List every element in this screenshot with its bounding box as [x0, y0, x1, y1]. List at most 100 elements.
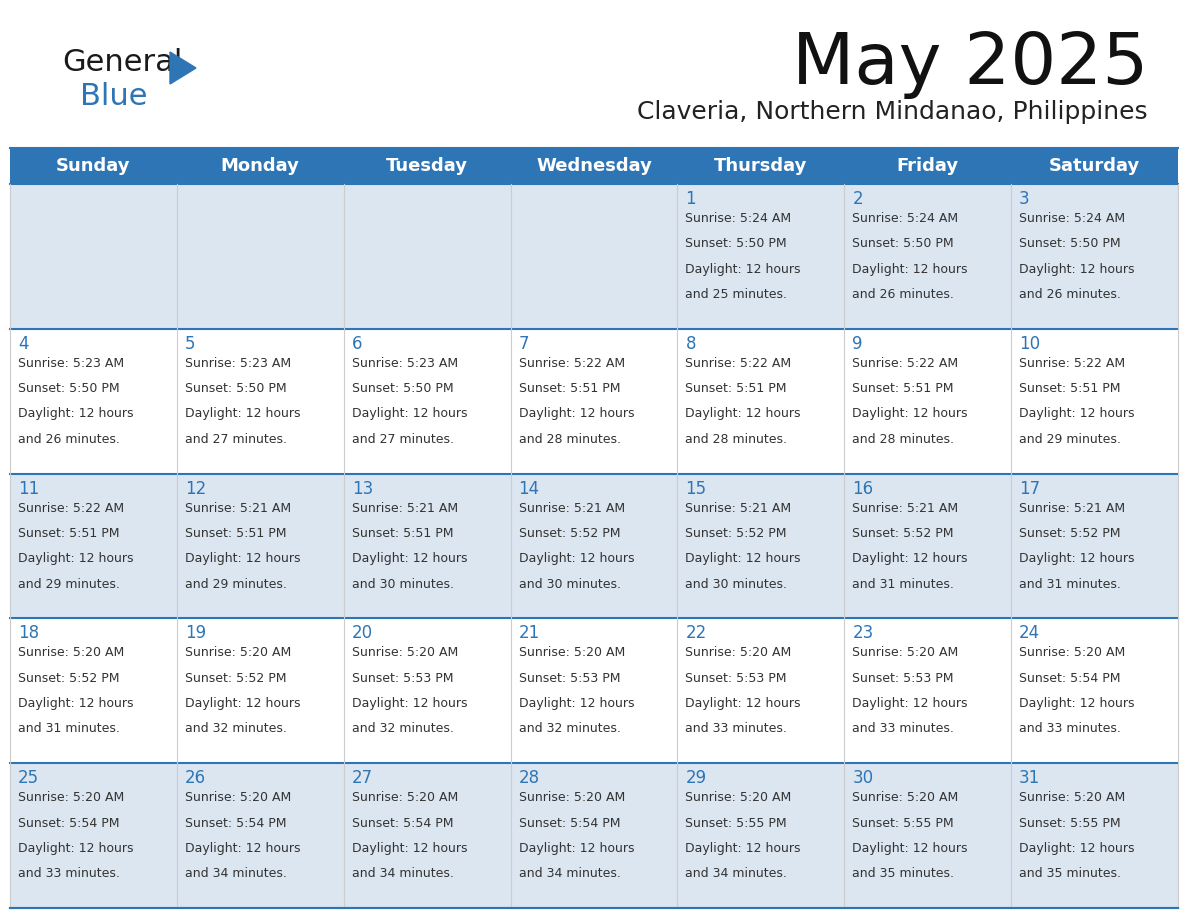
- Bar: [10, 763, 1178, 908]
- Text: Sunrise: 5:20 AM: Sunrise: 5:20 AM: [852, 791, 959, 804]
- Bar: [10, 619, 1178, 763]
- Text: May 2025: May 2025: [791, 30, 1148, 99]
- Text: Sunset: 5:54 PM: Sunset: 5:54 PM: [519, 816, 620, 830]
- Text: and 25 minutes.: and 25 minutes.: [685, 288, 788, 301]
- Text: Sunset: 5:52 PM: Sunset: 5:52 PM: [519, 527, 620, 540]
- Text: and 30 minutes.: and 30 minutes.: [685, 577, 788, 590]
- Text: Sunset: 5:52 PM: Sunset: 5:52 PM: [685, 527, 786, 540]
- Text: Sunrise: 5:20 AM: Sunrise: 5:20 AM: [852, 646, 959, 659]
- Text: and 27 minutes.: and 27 minutes.: [352, 432, 454, 446]
- Text: Sunset: 5:50 PM: Sunset: 5:50 PM: [18, 382, 120, 395]
- Text: Claveria, Northern Mindanao, Philippines: Claveria, Northern Mindanao, Philippines: [638, 100, 1148, 124]
- Text: and 34 minutes.: and 34 minutes.: [352, 868, 454, 880]
- Text: Wednesday: Wednesday: [536, 157, 652, 175]
- Text: Sunrise: 5:20 AM: Sunrise: 5:20 AM: [185, 791, 291, 804]
- Text: 8: 8: [685, 335, 696, 353]
- Text: Sunrise: 5:21 AM: Sunrise: 5:21 AM: [519, 501, 625, 515]
- Text: Sunset: 5:50 PM: Sunset: 5:50 PM: [1019, 238, 1120, 251]
- Text: Sunset: 5:51 PM: Sunset: 5:51 PM: [185, 527, 286, 540]
- Text: Daylight: 12 hours: Daylight: 12 hours: [852, 842, 968, 855]
- Text: Daylight: 12 hours: Daylight: 12 hours: [519, 553, 634, 565]
- Text: 24: 24: [1019, 624, 1041, 643]
- Text: Sunset: 5:51 PM: Sunset: 5:51 PM: [852, 382, 954, 395]
- Text: and 28 minutes.: and 28 minutes.: [519, 432, 620, 446]
- Text: Sunrise: 5:20 AM: Sunrise: 5:20 AM: [18, 646, 125, 659]
- Text: and 29 minutes.: and 29 minutes.: [1019, 432, 1121, 446]
- Text: and 27 minutes.: and 27 minutes.: [185, 432, 286, 446]
- Text: 4: 4: [18, 335, 29, 353]
- Text: and 31 minutes.: and 31 minutes.: [1019, 577, 1121, 590]
- Text: Daylight: 12 hours: Daylight: 12 hours: [852, 697, 968, 711]
- Text: Sunset: 5:52 PM: Sunset: 5:52 PM: [185, 672, 286, 685]
- Text: and 29 minutes.: and 29 minutes.: [185, 577, 286, 590]
- Text: 6: 6: [352, 335, 362, 353]
- Text: Sunrise: 5:20 AM: Sunrise: 5:20 AM: [519, 791, 625, 804]
- Text: Sunset: 5:54 PM: Sunset: 5:54 PM: [185, 816, 286, 830]
- Text: Sunrise: 5:21 AM: Sunrise: 5:21 AM: [852, 501, 959, 515]
- Text: 7: 7: [519, 335, 529, 353]
- Text: 13: 13: [352, 479, 373, 498]
- Text: Friday: Friday: [897, 157, 959, 175]
- Text: and 26 minutes.: and 26 minutes.: [18, 432, 120, 446]
- Text: 19: 19: [185, 624, 206, 643]
- Text: Sunset: 5:55 PM: Sunset: 5:55 PM: [852, 816, 954, 830]
- Text: Sunset: 5:51 PM: Sunset: 5:51 PM: [18, 527, 120, 540]
- Text: and 31 minutes.: and 31 minutes.: [852, 577, 954, 590]
- Text: Sunrise: 5:22 AM: Sunrise: 5:22 AM: [18, 501, 124, 515]
- Text: Sunrise: 5:21 AM: Sunrise: 5:21 AM: [685, 501, 791, 515]
- Text: Sunrise: 5:23 AM: Sunrise: 5:23 AM: [185, 357, 291, 370]
- Text: Sunrise: 5:21 AM: Sunrise: 5:21 AM: [185, 501, 291, 515]
- Text: Sunset: 5:51 PM: Sunset: 5:51 PM: [685, 382, 786, 395]
- Text: Sunrise: 5:20 AM: Sunrise: 5:20 AM: [685, 646, 791, 659]
- Text: Daylight: 12 hours: Daylight: 12 hours: [352, 842, 467, 855]
- Text: Daylight: 12 hours: Daylight: 12 hours: [352, 408, 467, 420]
- Text: Sunset: 5:53 PM: Sunset: 5:53 PM: [519, 672, 620, 685]
- Text: Sunset: 5:50 PM: Sunset: 5:50 PM: [185, 382, 286, 395]
- Bar: [10, 474, 1178, 619]
- Text: Sunset: 5:50 PM: Sunset: 5:50 PM: [852, 238, 954, 251]
- Text: Sunrise: 5:20 AM: Sunrise: 5:20 AM: [352, 646, 457, 659]
- Text: Sunrise: 5:24 AM: Sunrise: 5:24 AM: [685, 212, 791, 225]
- Text: and 30 minutes.: and 30 minutes.: [352, 577, 454, 590]
- Text: Daylight: 12 hours: Daylight: 12 hours: [352, 697, 467, 711]
- Text: and 33 minutes.: and 33 minutes.: [685, 722, 788, 735]
- Text: and 26 minutes.: and 26 minutes.: [1019, 288, 1121, 301]
- Text: 18: 18: [18, 624, 39, 643]
- Text: 17: 17: [1019, 479, 1041, 498]
- Text: General: General: [62, 48, 183, 77]
- Text: and 30 minutes.: and 30 minutes.: [519, 577, 620, 590]
- Text: Sunrise: 5:20 AM: Sunrise: 5:20 AM: [1019, 646, 1125, 659]
- Text: and 33 minutes.: and 33 minutes.: [18, 868, 120, 880]
- Text: Daylight: 12 hours: Daylight: 12 hours: [185, 842, 301, 855]
- Text: Sunrise: 5:22 AM: Sunrise: 5:22 AM: [852, 357, 959, 370]
- Text: 12: 12: [185, 479, 206, 498]
- Text: 16: 16: [852, 479, 873, 498]
- Text: Sunrise: 5:23 AM: Sunrise: 5:23 AM: [352, 357, 457, 370]
- Text: 3: 3: [1019, 190, 1030, 208]
- Polygon shape: [170, 52, 196, 84]
- Text: and 26 minutes.: and 26 minutes.: [852, 288, 954, 301]
- Text: Daylight: 12 hours: Daylight: 12 hours: [852, 263, 968, 275]
- Text: Sunrise: 5:21 AM: Sunrise: 5:21 AM: [1019, 501, 1125, 515]
- Text: Sunset: 5:53 PM: Sunset: 5:53 PM: [352, 672, 453, 685]
- Text: and 35 minutes.: and 35 minutes.: [852, 868, 954, 880]
- Text: and 32 minutes.: and 32 minutes.: [185, 722, 286, 735]
- Text: Sunset: 5:54 PM: Sunset: 5:54 PM: [18, 816, 120, 830]
- Text: Daylight: 12 hours: Daylight: 12 hours: [685, 842, 801, 855]
- Text: 9: 9: [852, 335, 862, 353]
- Text: Sunrise: 5:20 AM: Sunrise: 5:20 AM: [185, 646, 291, 659]
- Text: Daylight: 12 hours: Daylight: 12 hours: [18, 408, 133, 420]
- Text: and 34 minutes.: and 34 minutes.: [185, 868, 286, 880]
- Text: Sunrise: 5:21 AM: Sunrise: 5:21 AM: [352, 501, 457, 515]
- Text: Sunset: 5:52 PM: Sunset: 5:52 PM: [852, 527, 954, 540]
- Text: Daylight: 12 hours: Daylight: 12 hours: [18, 697, 133, 711]
- Text: Sunset: 5:50 PM: Sunset: 5:50 PM: [685, 238, 788, 251]
- Text: Sunset: 5:52 PM: Sunset: 5:52 PM: [1019, 527, 1120, 540]
- Text: 1: 1: [685, 190, 696, 208]
- Text: 26: 26: [185, 769, 206, 788]
- Text: 20: 20: [352, 624, 373, 643]
- Text: Sunrise: 5:20 AM: Sunrise: 5:20 AM: [685, 791, 791, 804]
- Text: and 34 minutes.: and 34 minutes.: [519, 868, 620, 880]
- Text: Daylight: 12 hours: Daylight: 12 hours: [519, 408, 634, 420]
- Text: 21: 21: [519, 624, 539, 643]
